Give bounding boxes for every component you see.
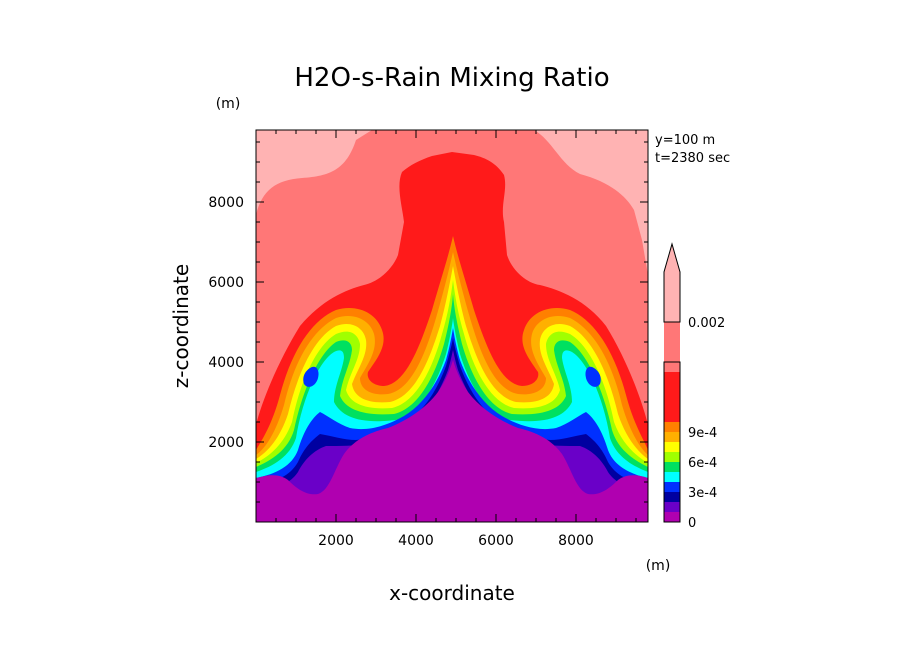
colorbar-tick-label: 3e-4	[688, 486, 717, 501]
colorbar-frame	[663, 361, 681, 523]
band-purple	[256, 360, 648, 522]
tick-marks	[255, 130, 648, 523]
colorbar-level	[663, 242, 681, 323]
y-unit-label: (m)	[216, 96, 241, 112]
y-tick-label: 4000	[208, 355, 244, 371]
colorbar	[663, 242, 681, 523]
colorbar-tick-label: 0.002	[688, 316, 725, 331]
plot-area	[256, 130, 648, 522]
colorbar-level	[664, 452, 680, 462]
colorbar-tick-label: 0	[688, 516, 696, 531]
colorbar-level	[664, 462, 680, 472]
colorbar-level	[664, 422, 680, 432]
y-tick-label: 8000	[208, 195, 244, 211]
colorbar-tick-label: 6e-4	[688, 456, 717, 471]
x-tick-label: 8000	[558, 533, 594, 549]
colorbar-level	[664, 372, 680, 422]
colorbar-level	[664, 482, 680, 492]
colorbar-level	[664, 432, 680, 442]
x-tick-label: 6000	[478, 533, 514, 549]
colorbar-level	[664, 472, 680, 482]
band-blue-patch-right	[585, 366, 601, 387]
colorbar-level	[664, 322, 680, 372]
band-blue-patch-left	[303, 366, 319, 387]
chart-title: H2O-s-Rain Mixing Ratio	[294, 63, 609, 93]
colorbar-level	[664, 492, 680, 502]
annotation-y: y=100 m	[655, 133, 715, 148]
x-tick-label: 2000	[318, 533, 354, 549]
colorbar-tick-label: 9e-4	[688, 426, 717, 441]
x-axis-label: x-coordinate	[389, 581, 515, 605]
y-tick-label: 6000	[208, 275, 244, 291]
colorbar-level	[664, 502, 680, 512]
x-tick-label: 4000	[398, 533, 434, 549]
colorbar-level	[664, 442, 680, 452]
colorbar-level	[664, 512, 680, 522]
colorbar-labels: 0 3e-4 6e-4 9e-4 0.002	[688, 316, 725, 531]
x-tick-labels: 2000 4000 6000 8000	[318, 533, 594, 549]
y-tick-labels: 2000 4000 6000 8000	[208, 195, 244, 451]
y-axis-label: z-coordinate	[169, 264, 193, 388]
x-unit-label: (m)	[646, 558, 671, 574]
y-tick-label: 2000	[208, 435, 244, 451]
plot-frame	[255, 129, 649, 523]
annotation-t: t=2380 sec	[655, 151, 730, 166]
